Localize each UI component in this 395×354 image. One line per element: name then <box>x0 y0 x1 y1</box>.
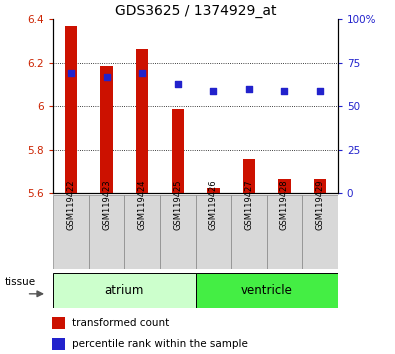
Bar <box>53 273 196 308</box>
Bar <box>196 195 231 269</box>
Bar <box>124 195 160 269</box>
Text: GSM119424: GSM119424 <box>138 180 147 230</box>
Text: tissue: tissue <box>4 278 36 287</box>
Point <box>175 81 181 86</box>
Point <box>246 86 252 92</box>
Text: GSM119423: GSM119423 <box>102 180 111 230</box>
Bar <box>267 195 302 269</box>
Bar <box>160 195 196 269</box>
Bar <box>136 49 149 193</box>
Bar <box>100 66 113 193</box>
Bar <box>196 273 338 308</box>
Bar <box>65 26 77 193</box>
Bar <box>52 318 65 329</box>
Bar <box>171 109 184 193</box>
Title: GDS3625 / 1374929_at: GDS3625 / 1374929_at <box>115 5 276 18</box>
Text: GSM119428: GSM119428 <box>280 180 289 230</box>
Text: percentile rank within the sample: percentile rank within the sample <box>72 339 248 349</box>
Bar <box>52 338 65 350</box>
Point <box>210 88 216 93</box>
Text: GSM119425: GSM119425 <box>173 180 182 230</box>
Point <box>281 88 288 93</box>
Bar <box>89 195 124 269</box>
Text: ventricle: ventricle <box>241 284 293 297</box>
Bar <box>302 195 338 269</box>
Text: GSM119427: GSM119427 <box>245 180 253 230</box>
Point <box>103 74 110 80</box>
Text: GSM119422: GSM119422 <box>67 180 75 230</box>
Point <box>317 88 323 93</box>
Bar <box>53 195 89 269</box>
Text: GSM119426: GSM119426 <box>209 180 218 230</box>
Point <box>68 70 74 76</box>
Text: GSM119429: GSM119429 <box>316 180 324 230</box>
Bar <box>243 159 255 193</box>
Point <box>139 70 145 76</box>
Text: transformed count: transformed count <box>72 318 169 329</box>
Bar <box>314 179 326 193</box>
Bar <box>278 179 291 193</box>
Bar <box>231 195 267 269</box>
Bar <box>207 188 220 193</box>
Text: atrium: atrium <box>105 284 144 297</box>
